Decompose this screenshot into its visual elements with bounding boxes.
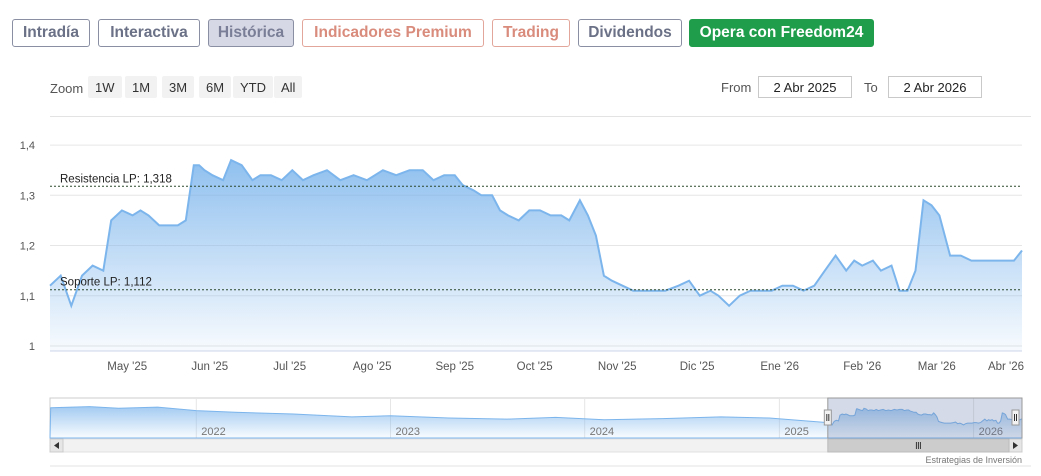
- from-date-input[interactable]: [758, 76, 852, 98]
- y-axis: 1,4 1,3 1,2 1,1 1: [20, 140, 35, 353]
- x-tick-label: Mar '26: [918, 361, 956, 373]
- price-line: [49, 158, 1023, 309]
- navigator-tick-label: 2023: [395, 426, 419, 438]
- navigator-tick-label: 2025: [784, 426, 808, 438]
- navigator-tick-label: 2022: [201, 426, 225, 438]
- chart-top-divider: [50, 116, 1031, 117]
- zoom-button-ytd[interactable]: YTD: [233, 76, 273, 98]
- navigator-right-handle[interactable]: [1011, 409, 1020, 426]
- tab-historica[interactable]: Histórica: [208, 19, 294, 47]
- zoom-button-3m[interactable]: 3M: [162, 76, 195, 98]
- navigator-left-handle[interactable]: [823, 409, 832, 426]
- tab-intradia[interactable]: Intradía: [12, 19, 90, 47]
- zoom-label: Zoom: [50, 81, 84, 96]
- x-tick-label: Ago '25: [353, 361, 392, 373]
- arrow-right-icon: [1013, 442, 1018, 449]
- tab-indicadores-premium[interactable]: Indicadores Premium: [302, 19, 484, 47]
- x-tick-label: Jul '25: [273, 361, 306, 373]
- arrow-left-icon: [54, 442, 59, 449]
- reference-lines: Resistencia LP: 1,318 Soporte LP: 1,112: [50, 173, 1022, 291]
- resistance-label: Resistencia LP: 1,318: [60, 173, 172, 185]
- x-tick-label: Oct '25: [517, 361, 553, 373]
- navigator-tick-label: 2026: [979, 426, 1003, 438]
- to-date-input[interactable]: [888, 76, 982, 98]
- to-label: To: [864, 80, 878, 95]
- support-label: Soporte LP: 1,112: [60, 277, 152, 289]
- scrollbar[interactable]: [49, 438, 1023, 453]
- x-tick-label: Sep '25: [435, 361, 474, 373]
- x-tick-label: Feb '26: [843, 361, 881, 373]
- tab-trading[interactable]: Trading: [492, 19, 570, 47]
- navigator-series: [49, 406, 1023, 439]
- navigator-axis: 2022 2023 2024 2025 2026: [201, 426, 1003, 438]
- x-tick-label: Abr '26: [988, 361, 1024, 373]
- zoom-button-1w[interactable]: 1W: [88, 76, 122, 98]
- from-label: From: [721, 80, 752, 95]
- y-tick-label: 1: [29, 341, 35, 353]
- watermark: Estrategias de Inversión: [925, 455, 1022, 465]
- tab-opera-freedom24[interactable]: Opera con Freedom24: [689, 19, 874, 47]
- x-tick-label: Ene '26: [760, 361, 799, 373]
- y-tick-label: 1,3: [20, 190, 35, 202]
- price-area-fill: [50, 160, 1022, 351]
- x-axis: May '25 Jun '25 Jul '25 Ago '25 Sep '25 …: [107, 361, 1024, 373]
- tab-interactiva[interactable]: Interactiva: [98, 19, 200, 47]
- y-tick-label: 1,4: [20, 140, 35, 152]
- x-tick-label: Dic '25: [680, 361, 715, 373]
- y-tick-label: 1,1: [20, 291, 35, 303]
- grip-icon: [915, 442, 921, 449]
- x-tick-label: Nov '25: [598, 361, 637, 373]
- tab-dividendos[interactable]: Dividendos: [578, 19, 682, 47]
- zoom-button-6m[interactable]: 6M: [199, 76, 232, 98]
- x-tick-label: May '25: [107, 361, 147, 373]
- zoom-button-all[interactable]: All: [274, 76, 303, 98]
- y-tick-label: 1,2: [20, 241, 35, 253]
- zoom-button-1m[interactable]: 1M: [125, 76, 158, 98]
- range-selector: Zoom 1W 1M 3M 6M YTD All From To: [0, 76, 1041, 100]
- x-tick-label: Jun '25: [191, 361, 228, 373]
- navigator-tick-label: 2024: [590, 426, 614, 438]
